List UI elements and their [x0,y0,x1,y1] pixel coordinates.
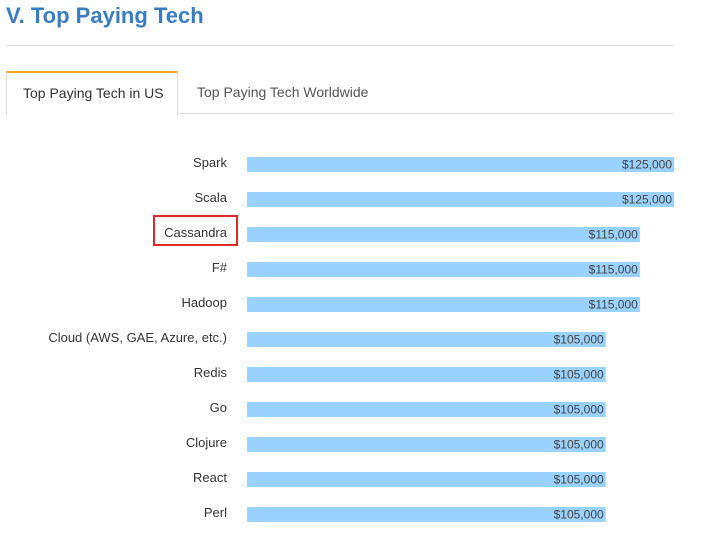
category-label-hadoop: Hadoop [181,295,227,310]
bar-hadoop [247,297,640,312]
bar-clojure [247,437,606,452]
category-label-clojure: Clojure [186,435,227,450]
category-label-spark: Spark [193,155,227,170]
category-label-cassandra: Cassandra [164,225,228,240]
category-label-f: F# [212,260,228,275]
bar-spark [247,157,674,172]
bar-scala [247,192,674,207]
category-label-react: React [193,470,227,485]
bar-perl [247,507,606,522]
value-label-cloud-aws-gae-azure-etc: $105,000 [554,333,604,347]
category-label-redis: Redis [194,365,228,380]
value-label-hadoop: $115,000 [589,298,638,312]
bar-go [247,402,606,417]
tab-bar: Top Paying Tech in US Top Paying Tech Wo… [6,71,674,115]
title-divider [6,45,674,46]
value-label-redis: $105,000 [554,368,604,382]
category-label-cloud-aws-gae-azure-etc: Cloud (AWS, GAE, Azure, etc.) [48,330,227,345]
value-label-react: $105,000 [554,473,604,487]
category-label-perl: Perl [204,505,227,520]
value-label-f: $115,000 [589,263,638,277]
value-label-go: $105,000 [554,403,604,417]
value-label-scala: $125,000 [622,193,672,207]
bar-react [247,472,606,487]
tab-top-paying-us[interactable]: Top Paying Tech in US [6,71,178,115]
value-label-clojure: $105,000 [554,438,604,452]
value-label-spark: $125,000 [622,158,672,172]
bar-redis [247,367,606,382]
value-label-cassandra: $115,000 [589,228,638,242]
category-label-go: Go [210,400,227,415]
highlight-box [153,215,238,246]
salary-bar-chart: Spark $125,000 Scala $125,000 Cassandra $115,… [0,140,712,537]
value-label-perl: $105,000 [554,508,604,522]
bar-f [247,262,640,277]
bar-cassandra [247,227,640,242]
category-label-scala: Scala [194,190,227,205]
tab-top-paying-worldwide[interactable]: Top Paying Tech Worldwide [197,84,369,100]
chart-svg: Spark $125,000 Scala $125,000 Cassandra $115,… [48,155,674,522]
page-title: V. Top Paying Tech [6,3,204,28]
bar-cloud-aws-gae-azure-etc [247,332,606,347]
